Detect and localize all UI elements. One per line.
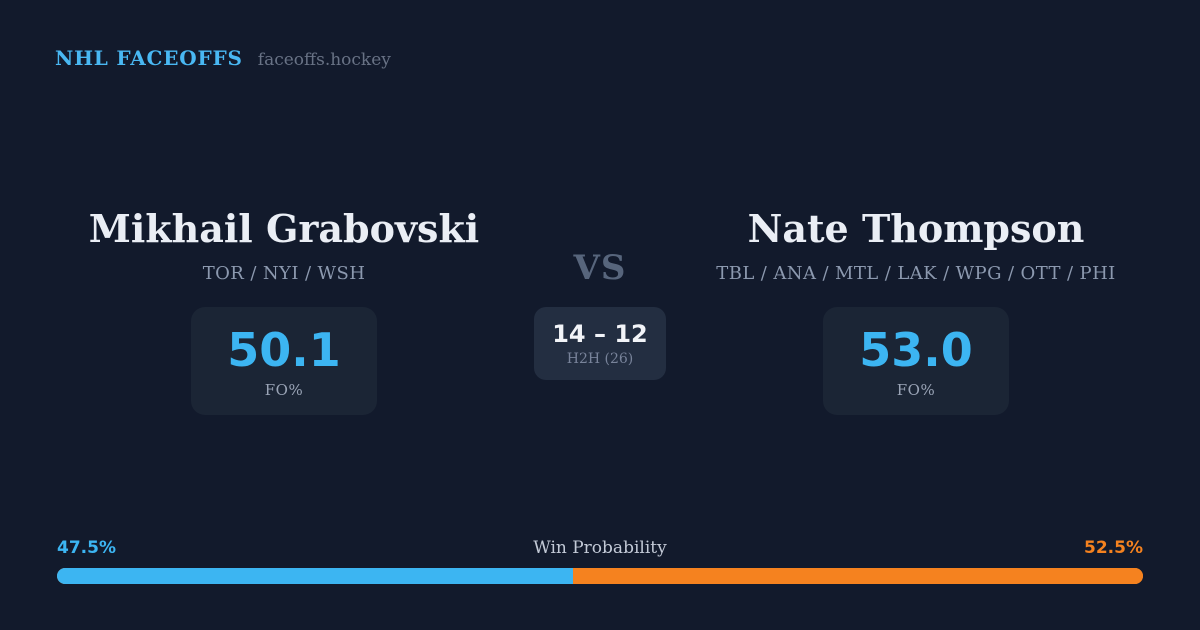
player-left-stat-label: FO% (264, 381, 304, 399)
win-probability-title: Win Probability (533, 538, 667, 558)
versus-section: VS 14 – 12 H2H (26) (500, 248, 700, 380)
player-right-stat-label: FO% (896, 381, 936, 399)
player-left-teams: TOR / NYI / WSH (202, 263, 366, 284)
win-probability-labels: 47.5% Win Probability 52.5% (57, 538, 1143, 558)
win-probability-right-pct: 52.5% (1084, 538, 1143, 558)
win-probability-bar-left-segment (57, 568, 573, 584)
player-right-name: Nate Thompson (747, 206, 1085, 251)
player-right-stat-card: 53.0 FO% (823, 307, 1009, 415)
player-left-stat-card: 50.1 FO% (191, 307, 377, 415)
win-probability-bar-right-segment (572, 568, 1143, 584)
player-right-section: Nate Thompson TBL / ANA / MTL / LAK / WP… (632, 205, 1200, 415)
site-url: faceoffs.hockey (257, 50, 391, 70)
player-left-stat-value: 50.1 (227, 323, 341, 377)
h2h-score: 14 – 12 (552, 320, 648, 348)
h2h-label: H2H (26) (566, 351, 634, 367)
player-right-teams: TBL / ANA / MTL / LAK / WPG / OTT / PHI (716, 263, 1116, 284)
brand-logo-text: NHL FACEOFFS (55, 46, 243, 70)
header: NHL FACEOFFS faceoffs.hockey (55, 46, 391, 70)
win-probability-left-pct: 47.5% (57, 538, 116, 558)
win-probability-section: 47.5% Win Probability 52.5% (57, 538, 1143, 584)
win-probability-bar (57, 568, 1143, 584)
player-left-section: Mikhail Grabovski TOR / NYI / WSH 50.1 F… (0, 205, 568, 415)
h2h-card: 14 – 12 H2H (26) (534, 307, 666, 380)
vs-label: VS (573, 248, 627, 288)
player-right-stat-value: 53.0 (859, 323, 973, 377)
player-left-name: Mikhail Grabovski (88, 206, 480, 251)
